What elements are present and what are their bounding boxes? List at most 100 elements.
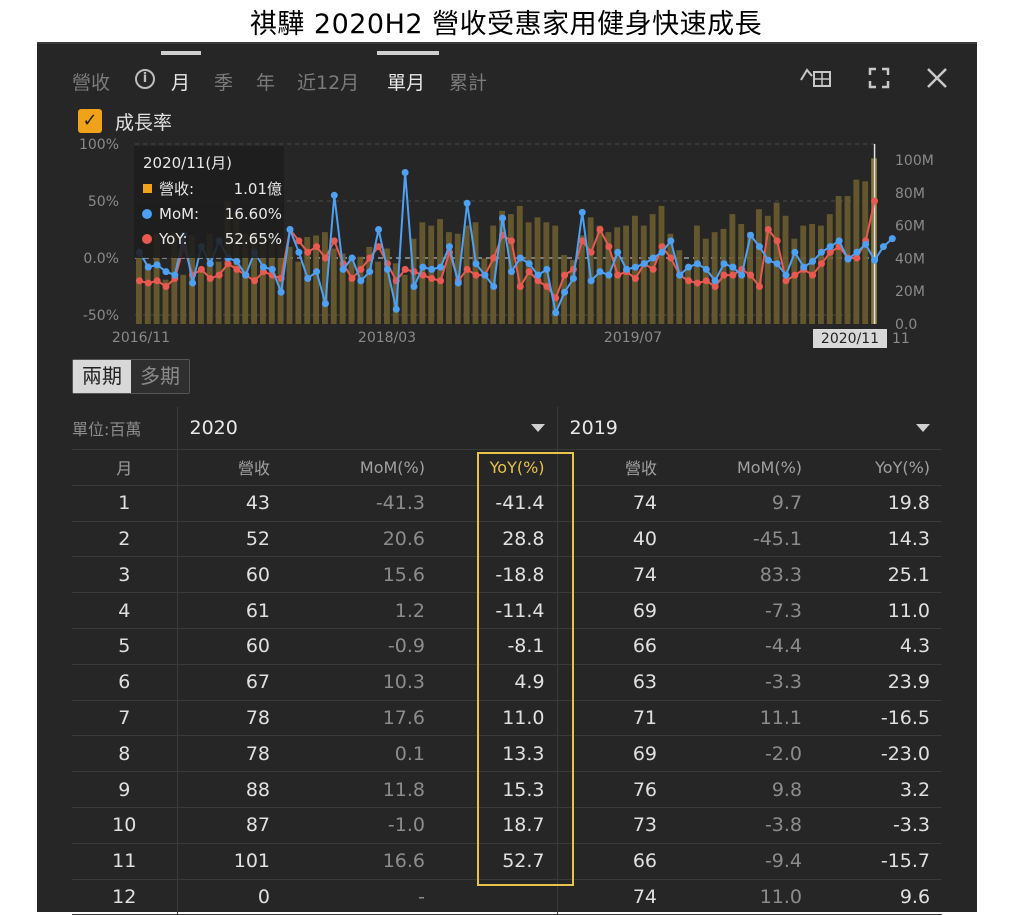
mom-point [817,248,825,256]
chart-table-icon[interactable] [800,66,834,96]
yoy-point [357,265,365,273]
mom-point [649,254,657,262]
tooltip-bg [134,146,284,258]
cell-yoy2: 4.3 [814,628,943,665]
mom-point [507,268,515,276]
yoy-point [144,279,152,287]
mom-point [268,265,276,273]
cell-yoy2: 9.6 [814,879,943,915]
revenue-bar [437,219,443,324]
tab-cumulative[interactable]: 累計 [449,72,488,94]
period-a-value: 2020 [189,417,238,439]
yoy-point [658,243,666,251]
revenue-bar [490,225,497,324]
yoy-point [817,260,825,268]
revenue-bar [268,238,275,324]
mom-point [747,231,755,239]
mom-point [428,265,436,273]
mom-point [472,260,480,268]
yoy-point [251,277,259,285]
cell-mom1: 0.1 [282,735,437,773]
left-axis-label: 100% [79,137,119,153]
mom-point [189,279,197,287]
mom-point [738,271,746,279]
cell-mom1: 15.6 [282,556,437,594]
fullscreen-icon[interactable] [867,66,891,96]
close-icon[interactable] [925,66,949,96]
cell-yoy1: 15.3 [437,771,558,808]
tab-last-12-months[interactable]: 近12月 [297,72,360,94]
mom-point [543,265,551,273]
right-axis-label: 20M [895,284,925,300]
period-b-select[interactable]: 2019 [556,407,943,450]
tooltip-revenue-value: 1.01億 [234,180,282,198]
period-tabs: 營收 i 月 季 年 近12月 單月 累計 [37,44,977,106]
cell-yoy1: 4.9 [437,664,558,701]
cell-yoy1: -41.4 [437,485,558,522]
revenue-bar [818,225,824,324]
mom-point [162,268,170,276]
growth-checkbox[interactable]: ✓ [78,109,102,133]
revenue-bar [366,246,373,324]
mom-point [844,255,852,263]
yoy-point [791,271,799,279]
revenue-bar [764,215,771,324]
header-yoy-b: YoY(%) [814,449,943,486]
tab-quarter[interactable]: 季 [214,72,234,94]
cell-r2: 74 [556,556,670,594]
yoy-point [693,279,701,287]
cell-m: 12 [72,879,177,915]
cell-yoy1: 18.7 [437,807,558,844]
x-tick-label: 2016/11 [112,330,170,346]
mom-point [614,248,622,256]
cell-yoy1: -11.4 [437,592,558,629]
cell-r2: 69 [556,592,670,629]
info-icon[interactable]: i [135,69,155,89]
mom-point [658,248,666,256]
cell-yoy2: 3.2 [814,771,943,808]
cell-m: 8 [72,735,177,773]
yoy-point [321,254,329,262]
revenue-panel: 營收 i 月 季 年 近12月 單月 累計 ✓ 成長率 100% 50% 0.0% -… [37,42,977,915]
revenue-growth-chart[interactable]: 100% 50% 0.0% -50% 100M 80M 60M 40M 20M 0.0 2016/1… [37,136,977,351]
cell-m: 11 [72,843,177,880]
yoy-point [135,277,143,285]
period-b-value: 2019 [569,417,618,439]
cell-r2: 74 [556,879,670,915]
tab-single-month[interactable]: 單月 [387,72,426,94]
yoy-point [463,265,471,273]
revenue-bar [339,253,346,324]
revenue-bar [162,279,169,324]
cell-m: 1 [72,485,177,522]
cell-r1: 52 [176,521,282,558]
two-period-button[interactable]: 兩期 [73,360,131,393]
cell-r1: 67 [176,664,282,701]
yoy-point [490,254,498,262]
header-revenue-a: 營收 [176,449,282,486]
revenue-bar [198,268,204,324]
yoy-point [534,277,542,285]
period-a-select[interactable]: 2020 [176,407,558,450]
tab-year[interactable]: 年 [256,72,276,94]
multi-period-button[interactable]: 多期 [131,360,189,393]
yoy-point [702,277,710,285]
revenue-bar [676,250,683,324]
mom-point [339,265,347,273]
yoy-point [543,283,551,290]
cell-mom2: -9.4 [669,843,815,880]
mom-point [313,268,321,276]
cell-yoy1: 28.8 [437,521,558,558]
table-row: 2 52 20.6 28.8 40 -45.1 14.3 [72,521,943,558]
mom-point [206,260,214,268]
check-icon: ✓ [82,110,98,131]
yoy-point [437,277,445,285]
revenue-bar [826,214,833,324]
yoy-point [614,271,622,279]
chart-tooltip: 2020/11(月) 營收: 1.01億 MoM: 16.60% YoY: 52.65% [134,146,284,258]
mom-point [277,288,285,296]
cell-mom2: -4.4 [669,628,815,665]
mom-point [826,243,834,251]
yoy-point [401,265,409,273]
tab-month[interactable]: 月 [171,72,191,94]
cell-yoy1: 13.3 [437,735,558,773]
